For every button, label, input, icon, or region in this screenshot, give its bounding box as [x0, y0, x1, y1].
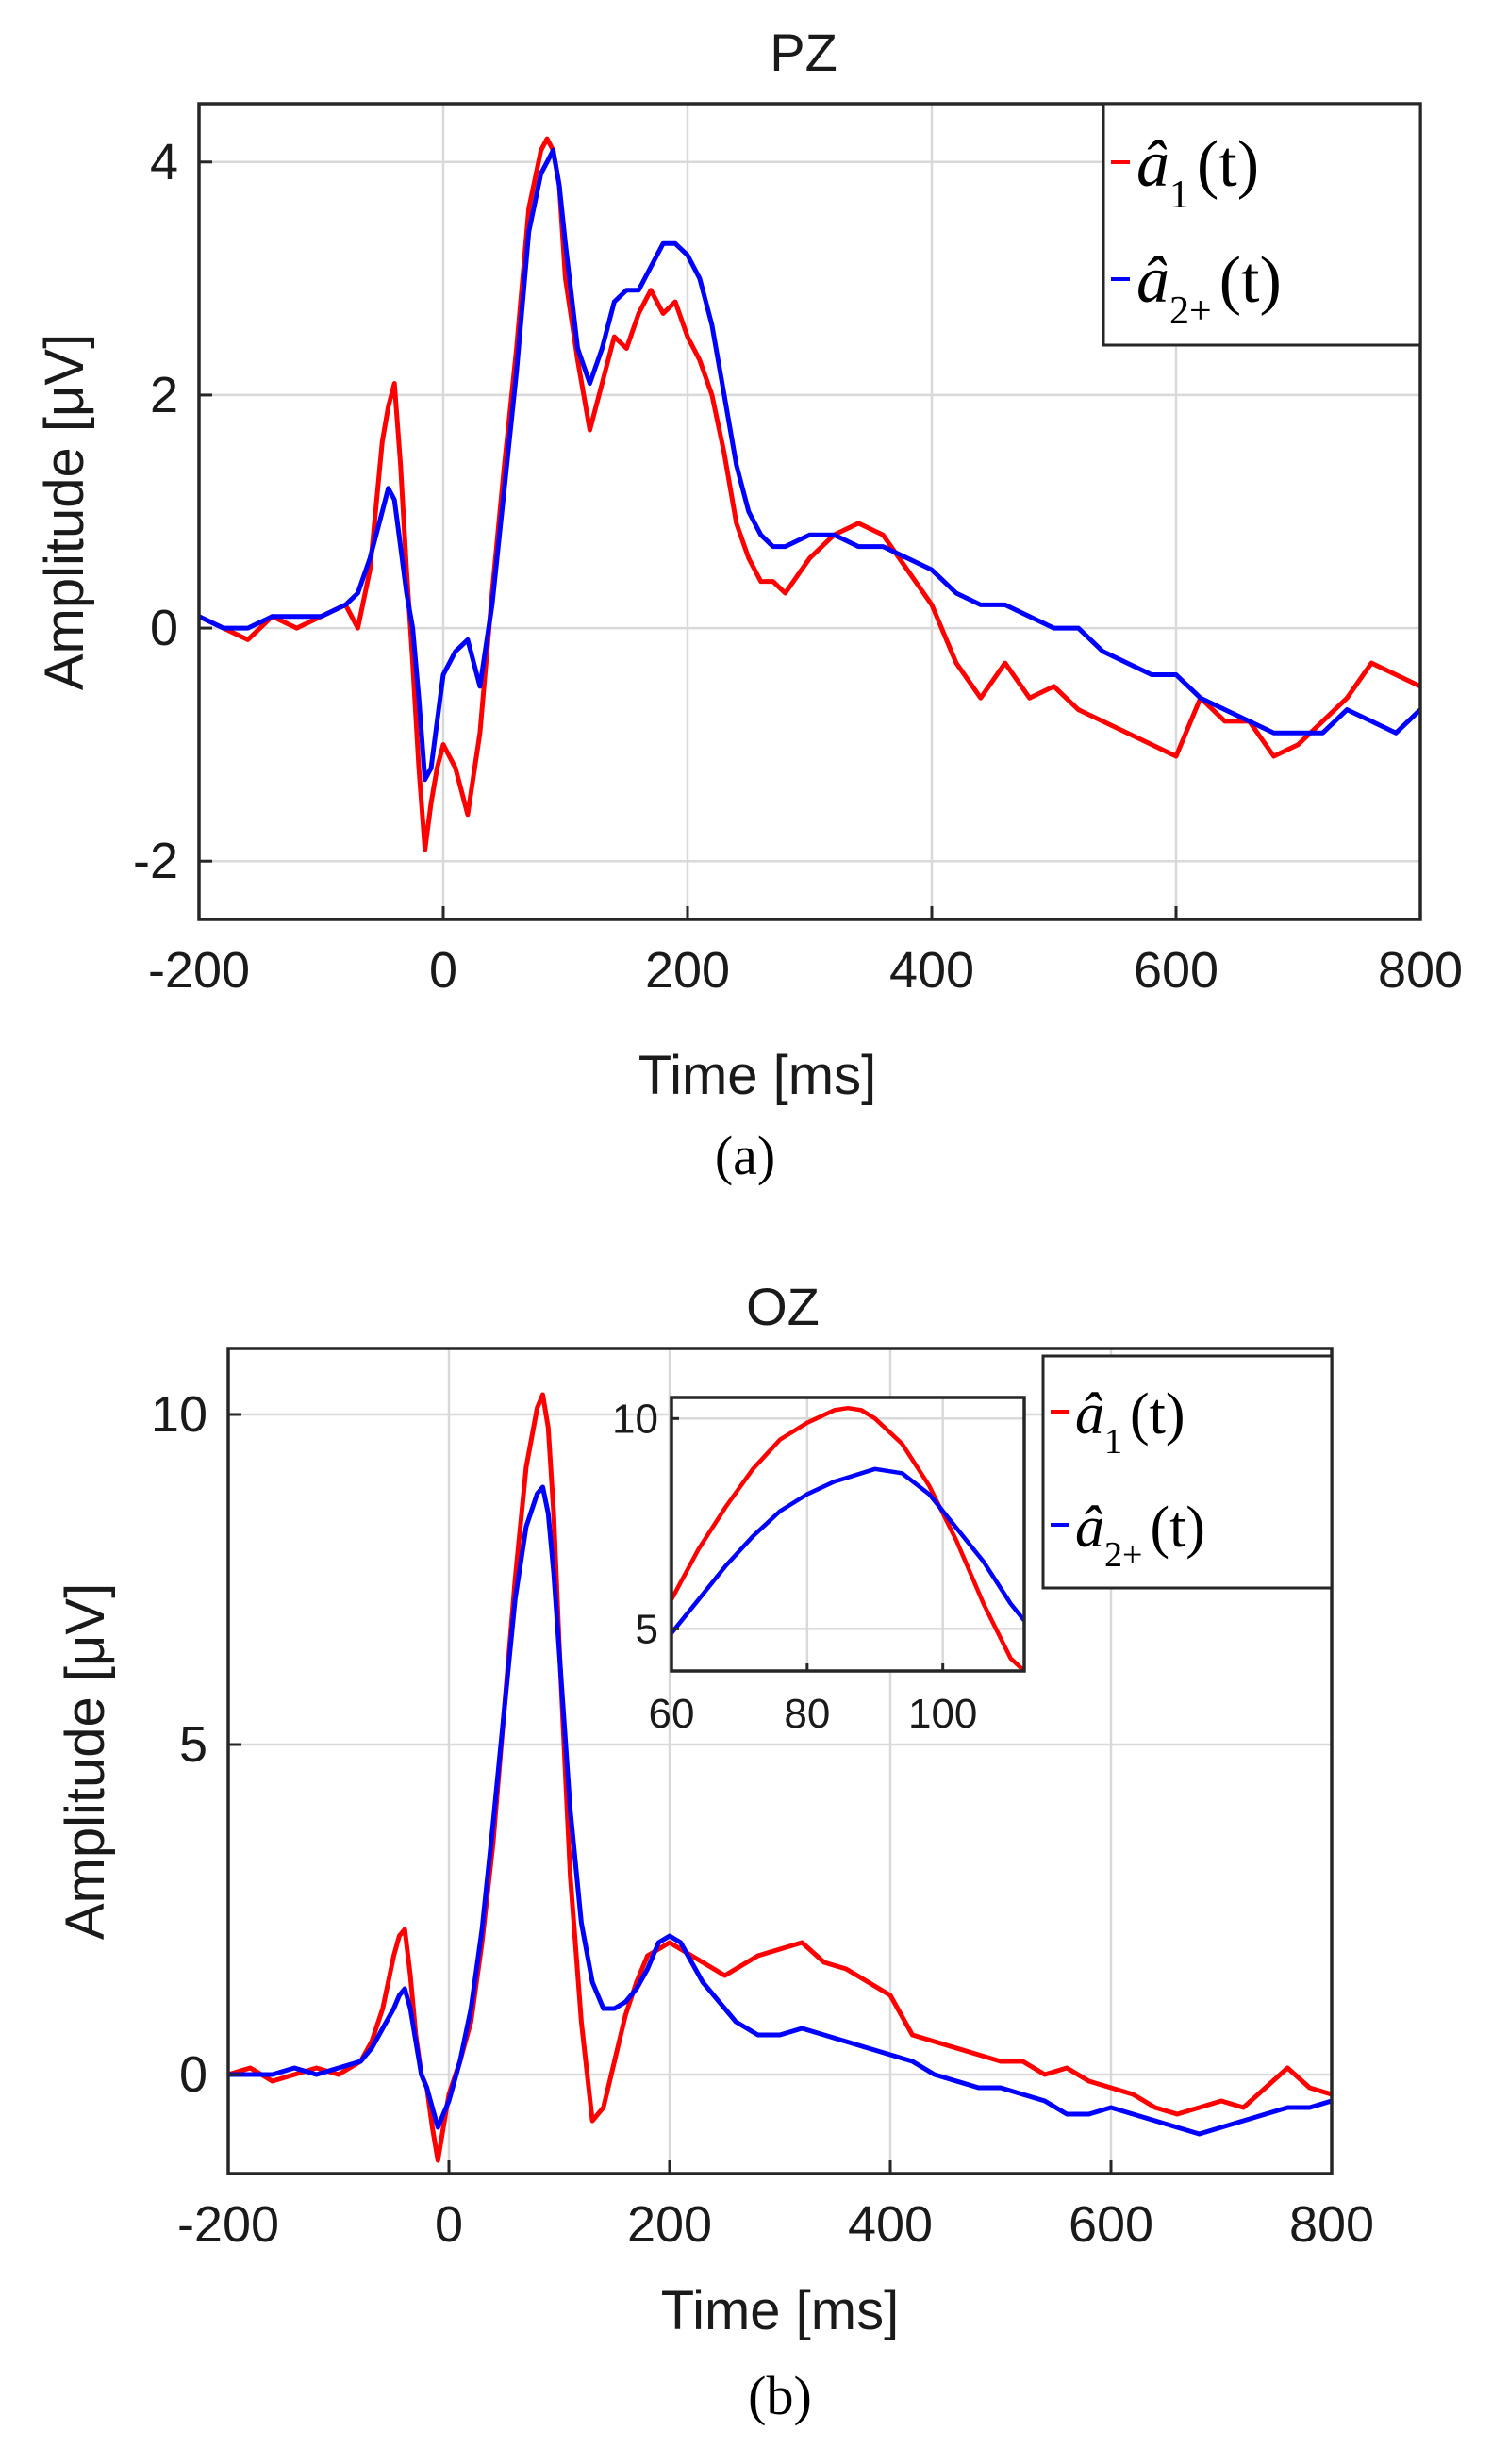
x-tick-label: 0: [429, 942, 457, 999]
legend-b-label-2: â2+ (t): [1075, 1496, 1205, 1575]
y-tick-label: 2: [150, 367, 178, 423]
x-tick-label: -200: [177, 2196, 279, 2253]
x-tick-label: 100: [908, 1691, 977, 1737]
caption-a: (a): [715, 1125, 775, 1186]
legend-a-label-2: â2+ (t): [1136, 244, 1282, 333]
inset-grid: [671, 1397, 1024, 1671]
series-line-1: [670, 1405, 1026, 1673]
y-tick-label: 4: [150, 134, 178, 190]
inset-x-ticks: 60 80 100: [649, 1663, 977, 1737]
chart-b-title: OZ: [746, 1277, 820, 1336]
y-tick-label: -2: [133, 833, 178, 889]
chart-b-xlabel: Time [ms]: [661, 2280, 899, 2341]
series-line-2: [197, 147, 1422, 783]
panel-a: PZ -200 0 200 400 600 800 -2 0 2 4 Time [ms] Amp…: [34, 23, 1463, 1186]
x-tick-label: -200: [148, 942, 250, 999]
y-tick-label: 0: [179, 2046, 207, 2103]
inset-y-ticks: 5 10: [612, 1396, 679, 1652]
chart-a-y-ticks: -2 0 2 4: [133, 134, 212, 889]
y-tick-label: 5: [636, 1606, 658, 1652]
chart-b-y-ticks: 0 5 10: [151, 1386, 241, 2103]
x-tick-label: 80: [784, 1691, 830, 1737]
chart-a-series: [197, 136, 1422, 852]
chart-a-legend: â1 (t) â2+ (t): [1102, 102, 1422, 347]
chart-a-axes-frame: [197, 102, 1422, 921]
y-tick-label: 10: [612, 1396, 658, 1442]
legend-box: [1102, 102, 1422, 347]
chart-b-axes-frame: [226, 1347, 1334, 2175]
chart-b-legend: â1 (t) â2+ (t): [1041, 1354, 1334, 1590]
caption-b: (b): [748, 2365, 812, 2426]
series-line-2: [670, 1466, 1026, 1635]
x-tick-label: 400: [889, 942, 974, 999]
x-tick-label: 800: [1289, 2196, 1374, 2253]
x-tick-label: 200: [627, 2196, 712, 2253]
legend-box: [1041, 1354, 1334, 1590]
chart-b-x-ticks: -200 0 200 400 600 800: [177, 2160, 1374, 2253]
panel-b: OZ -200 0 200 400 600 800 0 5 10 Time [ms] Ampl…: [55, 1277, 1374, 2426]
series-line-1: [197, 136, 1422, 852]
chart-a-title: PZ: [770, 23, 837, 82]
inset-background: [671, 1397, 1024, 1671]
chart-a-xlabel: Time [ms]: [638, 1045, 876, 1106]
y-tick-label: 10: [151, 1386, 207, 1443]
chart-a-x-ticks: -200 0 200 400 600 800: [148, 906, 1463, 999]
x-tick-label: 200: [645, 942, 730, 999]
x-tick-label: 600: [1069, 2196, 1153, 2253]
x-tick-label: 800: [1378, 942, 1463, 999]
x-tick-label: 0: [435, 2196, 463, 2253]
series-line-2: [228, 1484, 1333, 2137]
y-tick-label: 5: [179, 1716, 207, 1773]
chart-b-inset: 60 80 100 5 10: [612, 1396, 1026, 1737]
x-tick-label: 400: [848, 2196, 933, 2253]
x-tick-label: 60: [649, 1691, 695, 1737]
chart-b-ylabel: Amplitude [μV]: [55, 1583, 116, 1940]
inset-axes-frame: [670, 1396, 1026, 1673]
y-tick-label: 0: [150, 600, 178, 656]
legend-b-label-1: â1 (t): [1075, 1382, 1185, 1462]
legend-a-label-1: â1 (t): [1136, 128, 1259, 217]
chart-a-ylabel: Amplitude [μV]: [34, 334, 95, 690]
chart-b-series: [227, 1392, 1333, 2163]
inset-series: [670, 1405, 1026, 1673]
x-tick-label: 600: [1134, 942, 1218, 999]
